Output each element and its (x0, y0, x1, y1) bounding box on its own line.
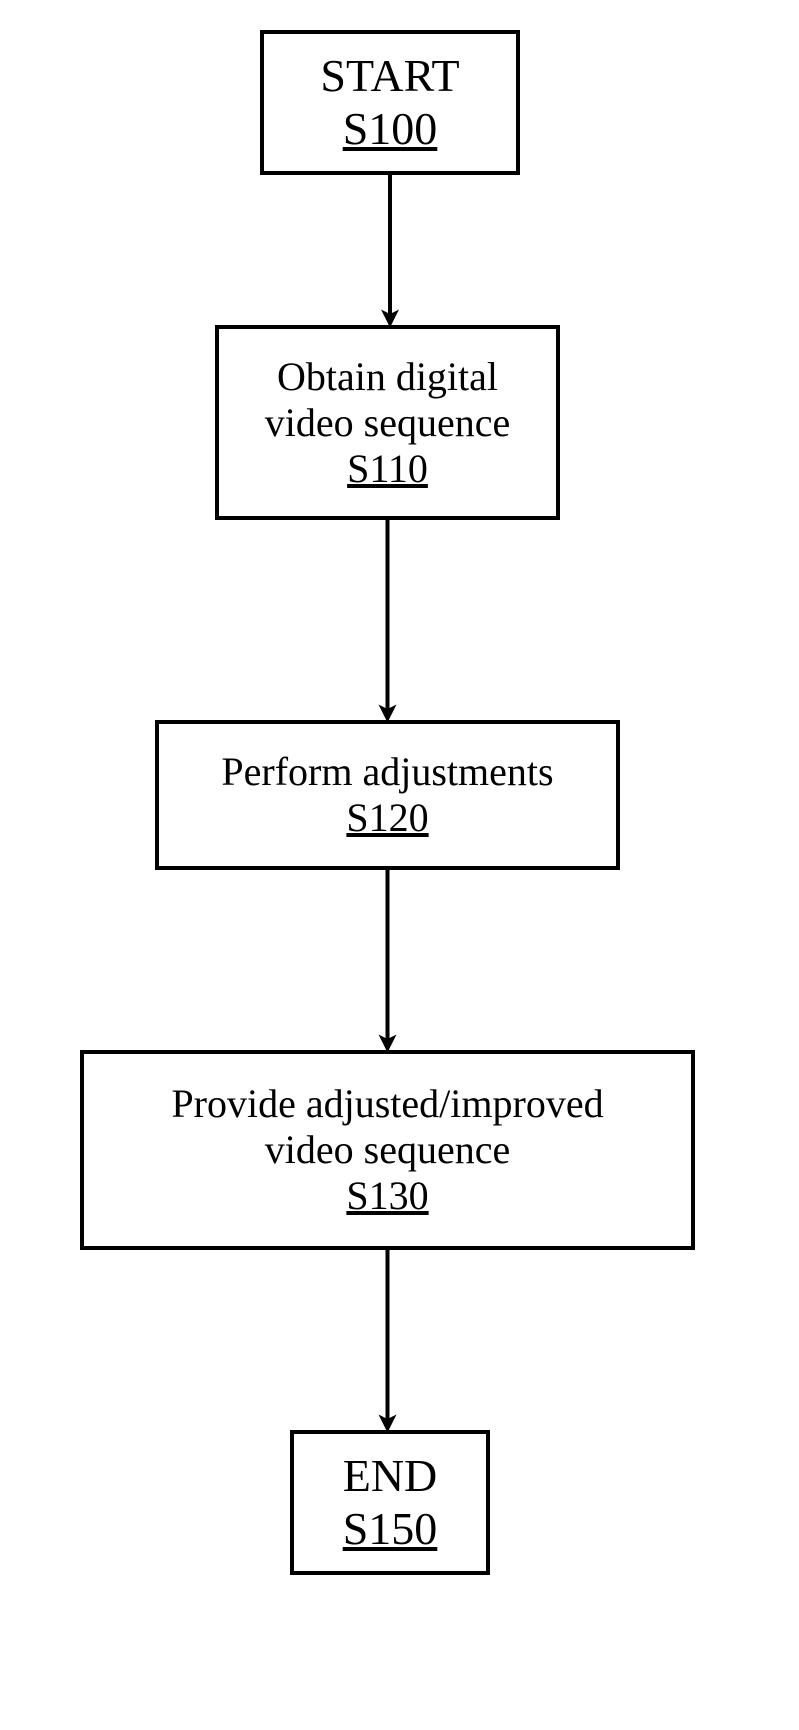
flowchart-node-code: S150 (343, 1503, 438, 1556)
flowchart-node-code: S130 (346, 1173, 428, 1219)
flowchart-node-title: END (343, 1450, 438, 1503)
flowchart-node-code: S110 (347, 446, 428, 492)
flowchart-node-n4: Provide adjusted/improvedvideo sequenceS… (80, 1050, 695, 1250)
flowchart-node-title: video sequence (265, 1127, 510, 1173)
flowchart-node-title: Perform adjustments (221, 749, 553, 795)
flowchart-node-code: S120 (346, 795, 428, 841)
flowchart-node-title: video sequence (265, 400, 510, 446)
flowchart-canvas: STARTS100Obtain digitalvideo sequenceS11… (0, 0, 799, 1730)
flowchart-node-n3: Perform adjustmentsS120 (155, 720, 620, 870)
flowchart-node-title: Provide adjusted/improved (171, 1081, 603, 1127)
flowchart-node-title: START (320, 50, 459, 103)
flowchart-node-code: S100 (343, 103, 438, 156)
flowchart-node-title: Obtain digital (277, 354, 498, 400)
flowchart-node-n5: ENDS150 (290, 1430, 490, 1575)
flowchart-node-n2: Obtain digitalvideo sequenceS110 (215, 325, 560, 520)
flowchart-node-n1: STARTS100 (260, 30, 520, 175)
